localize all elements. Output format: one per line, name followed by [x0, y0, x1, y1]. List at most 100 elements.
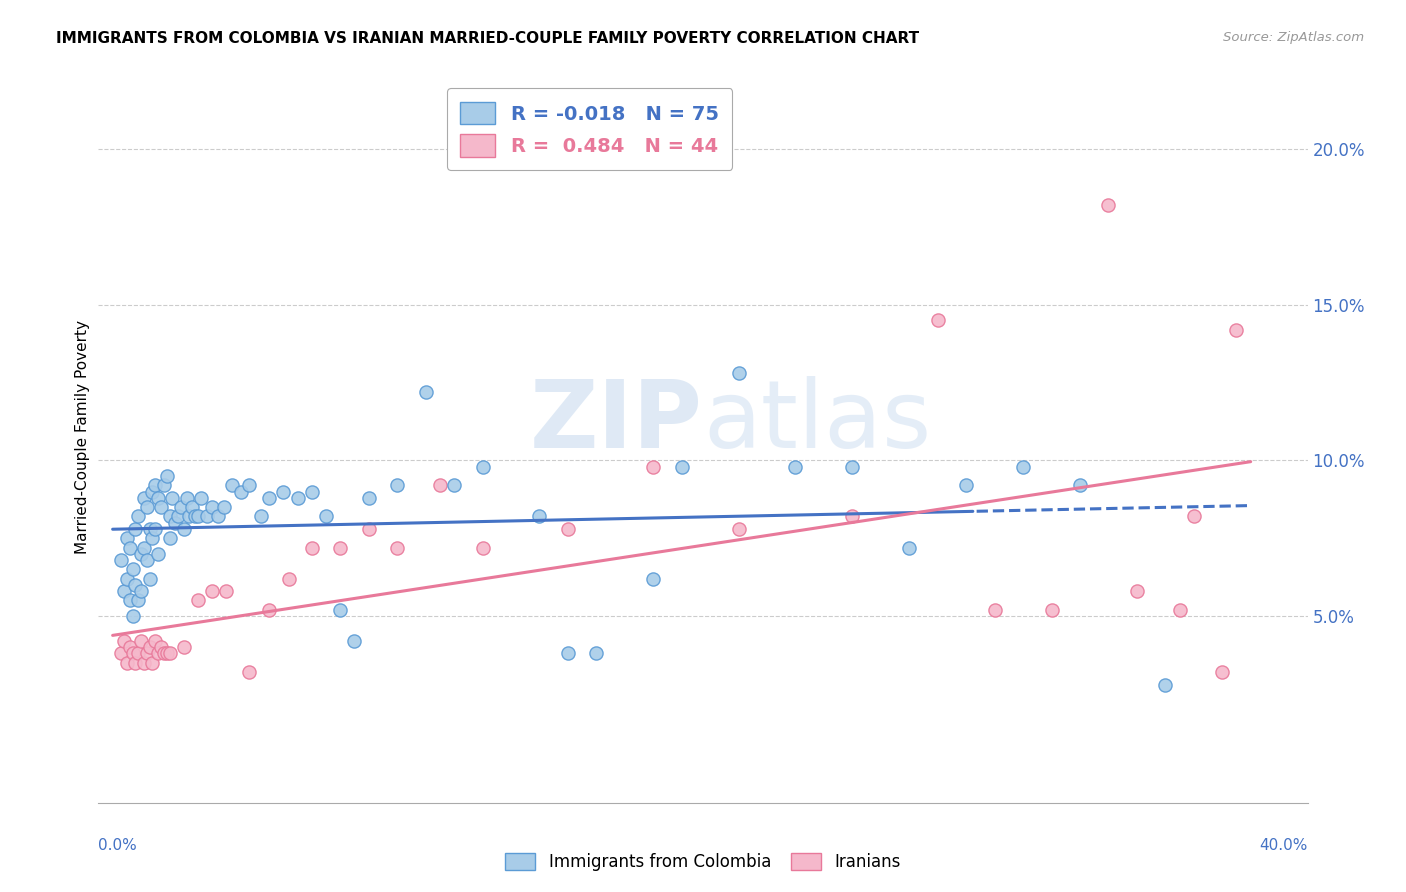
Point — [201, 500, 224, 515]
Legend: Immigrants from Colombia, Iranians: Immigrants from Colombia, Iranians — [496, 845, 910, 880]
Point — [983, 603, 1005, 617]
Point — [415, 384, 437, 399]
Point — [138, 522, 160, 536]
Point — [127, 647, 149, 661]
Legend: R = -0.018   N = 75, R =  0.484   N = 44: R = -0.018 N = 75, R = 0.484 N = 44 — [447, 88, 733, 170]
Point — [671, 459, 693, 474]
Point — [162, 491, 184, 505]
Point — [179, 509, 201, 524]
Point — [159, 531, 181, 545]
Point — [257, 491, 280, 505]
Point — [187, 593, 209, 607]
Point — [112, 584, 135, 599]
Point — [257, 603, 280, 617]
Point — [173, 640, 195, 655]
Point — [150, 500, 173, 515]
Point — [132, 656, 155, 670]
Point — [190, 491, 212, 505]
Point — [212, 500, 235, 515]
Point — [201, 584, 224, 599]
Point — [141, 531, 163, 545]
Point — [115, 531, 138, 545]
Point — [141, 484, 163, 499]
Text: ZIP: ZIP — [530, 376, 703, 468]
Point — [146, 491, 169, 505]
Point — [841, 459, 863, 474]
Point — [115, 572, 138, 586]
Y-axis label: Married-Couple Family Poverty: Married-Couple Family Poverty — [75, 320, 90, 554]
Point — [143, 478, 166, 492]
Point — [1225, 323, 1247, 337]
Point — [443, 478, 465, 492]
Point — [112, 634, 135, 648]
Point — [238, 478, 260, 492]
Point — [156, 469, 179, 483]
Point — [143, 522, 166, 536]
Point — [181, 500, 204, 515]
Point — [238, 665, 260, 679]
Point — [727, 366, 749, 380]
Point — [132, 541, 155, 555]
Point — [118, 541, 141, 555]
Point — [385, 541, 408, 555]
Point — [124, 522, 146, 536]
Point — [221, 478, 243, 492]
Point — [898, 541, 921, 555]
Text: IMMIGRANTS FROM COLOMBIA VS IRANIAN MARRIED-COUPLE FAMILY POVERTY CORRELATION CH: IMMIGRANTS FROM COLOMBIA VS IRANIAN MARR… — [56, 31, 920, 46]
Point — [207, 509, 229, 524]
Point — [1168, 603, 1191, 617]
Point — [329, 541, 352, 555]
Point — [557, 522, 579, 536]
Point — [278, 572, 301, 586]
Point — [357, 522, 380, 536]
Point — [215, 584, 238, 599]
Point — [1012, 459, 1035, 474]
Point — [1182, 509, 1205, 524]
Point — [138, 572, 160, 586]
Point — [1211, 665, 1233, 679]
Point — [121, 647, 143, 661]
Text: 0.0%: 0.0% — [98, 838, 138, 853]
Point — [1040, 603, 1063, 617]
Point — [124, 656, 146, 670]
Point — [176, 491, 198, 505]
Point — [121, 562, 143, 576]
Point — [343, 634, 366, 648]
Point — [129, 634, 152, 648]
Point — [132, 491, 155, 505]
Point — [143, 634, 166, 648]
Point — [170, 500, 193, 515]
Point — [955, 478, 977, 492]
Point — [643, 459, 665, 474]
Point — [135, 647, 157, 661]
Point — [195, 509, 218, 524]
Point — [146, 547, 169, 561]
Point — [287, 491, 309, 505]
Point — [124, 578, 146, 592]
Point — [167, 509, 190, 524]
Point — [153, 478, 176, 492]
Point — [727, 522, 749, 536]
Point — [1126, 584, 1149, 599]
Point — [643, 572, 665, 586]
Point — [159, 509, 181, 524]
Point — [110, 553, 132, 567]
Point — [385, 478, 408, 492]
Point — [127, 593, 149, 607]
Point — [165, 516, 187, 530]
Point — [1069, 478, 1091, 492]
Point — [357, 491, 380, 505]
Point — [249, 509, 271, 524]
Point — [301, 484, 323, 499]
Text: atlas: atlas — [703, 376, 931, 468]
Point — [129, 584, 152, 599]
Point — [329, 603, 352, 617]
Point — [150, 640, 173, 655]
Point — [173, 522, 195, 536]
Point — [135, 553, 157, 567]
Point — [156, 647, 179, 661]
Point — [273, 484, 295, 499]
Point — [229, 484, 252, 499]
Point — [557, 647, 579, 661]
Point — [529, 509, 551, 524]
